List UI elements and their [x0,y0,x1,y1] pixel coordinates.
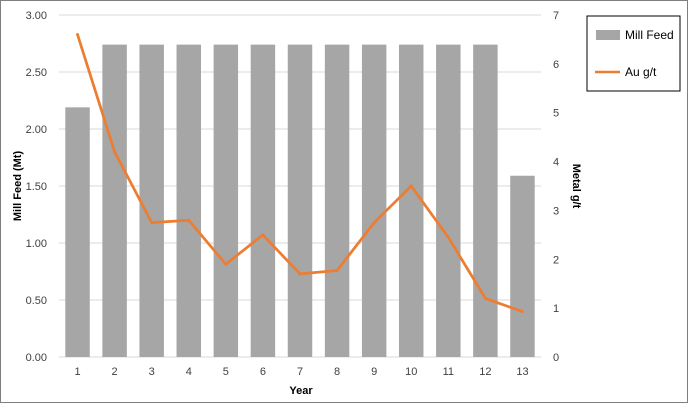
right-axis-ticks: 0 1 2 3 4 5 6 7 [553,10,559,364]
x-axis-tick-label: 1 [74,366,80,378]
x-axis-tick-label: 6 [260,366,266,378]
legend-label-au-grade: Au g/t [625,65,657,79]
legend-box [586,15,681,92]
right-axis-tick-label: 5 [553,108,559,120]
point-au-grade-year-9 [372,221,376,225]
x-axis-tick-label: 9 [371,366,377,378]
point-au-grade-year-5 [224,262,228,266]
right-axis-tick-label: 2 [553,254,559,266]
bar-mill-feed-year-7 [287,44,313,357]
right-axis-tick-label: 6 [553,59,559,71]
bar-series-mill-feed [65,44,535,357]
bar-mill-feed-year-13 [510,175,535,357]
left-axis-tick-label: 3.00 [26,10,47,22]
bar-mill-feed-year-11 [436,44,461,357]
point-au-grade-year-4 [187,218,191,222]
bar-mill-feed-year-10 [398,44,424,357]
point-au-grade-year-3 [150,221,154,225]
left-axis-tick-label: 2.00 [26,124,47,136]
x-axis-tick-label: 7 [297,366,303,378]
x-axis-tick-label: 13 [516,366,528,378]
point-au-grade-year-1 [76,33,79,36]
left-axis-tick-label: 1.00 [26,238,47,250]
x-axis-tick-label: 12 [479,366,491,378]
x-axis-tick-label: 11 [443,366,454,378]
point-au-grade-year-11 [446,235,450,239]
bar-mill-feed-year-12 [473,44,498,357]
point-au-grade-year-7 [298,272,302,276]
right-axis-tick-label: 7 [553,10,559,22]
x-axis-tick-label: 4 [186,366,192,378]
point-au-grade-year-13 [521,310,524,313]
x-axis-tick-label: 3 [149,366,155,378]
left-axis-title: Mill Feed (Mt) [12,151,24,222]
left-axis-ticks: 0.00 0.50 1.00 1.50 2.00 2.50 3.00 [26,10,47,364]
x-axis-tick-label: 8 [334,366,340,378]
bar-mill-feed-year-1 [65,107,90,357]
point-au-grade-year-10 [409,184,413,188]
left-axis-tick-label: 0.50 [26,295,47,307]
bar-mill-feed-year-5 [213,44,239,357]
bar-mill-feed-year-6 [250,44,276,357]
point-au-grade-year-8 [335,269,339,272]
x-axis-title: Year [289,385,313,397]
legend-label-mill-feed: Mill Feed [625,28,674,42]
right-axis-tick-label: 1 [553,303,559,315]
left-axis-tick-label: 0.00 [26,352,47,364]
right-axis-tick-label: 0 [553,352,559,364]
x-axis-tick-label: 10 [405,366,417,378]
bar-mill-feed-year-4 [176,44,202,357]
left-axis-tick-label: 1.50 [26,181,47,193]
right-axis-title: Metal g/t [570,164,582,209]
right-axis-tick-label: 4 [553,157,559,169]
x-axis-tick-label: 5 [223,366,229,378]
point-au-grade-year-6 [261,233,265,237]
bar-mill-feed-year-3 [139,44,164,357]
left-axis-tick-label: 2.50 [26,67,47,79]
right-axis-tick-label: 3 [553,205,559,217]
bar-mill-feed-year-9 [361,44,387,357]
x-axis-ticks: 1 2 3 4 5 6 7 8 9 10 11 12 13 [74,366,528,378]
point-au-grade-year-2 [113,150,117,154]
bar-mill-feed-year-2 [102,44,127,357]
line-series-au-grade [76,33,524,313]
x-axis-tick-label: 2 [112,366,118,378]
point-au-grade-year-12 [483,296,487,300]
legend-swatch-mill-feed [596,30,620,40]
bar-mill-feed-year-8 [324,44,350,357]
legend: Mill Feed Au g/t [586,15,681,92]
